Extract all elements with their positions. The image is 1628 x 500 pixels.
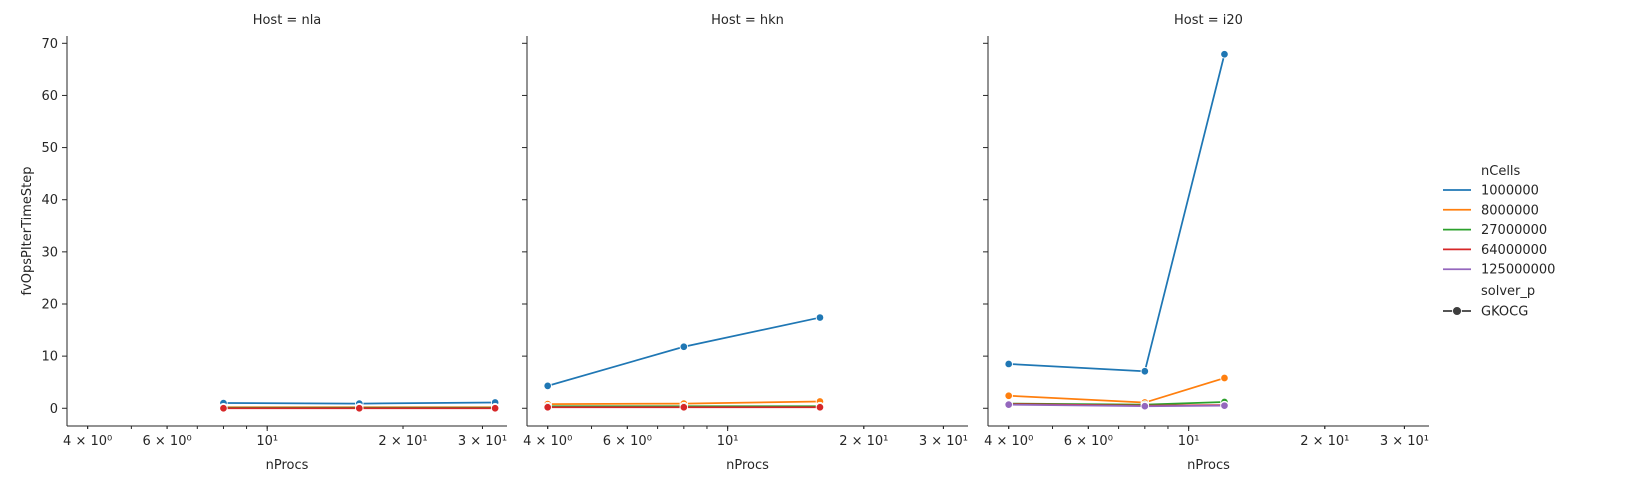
series-1000000 <box>1004 49 1229 376</box>
data-point <box>1004 400 1013 409</box>
data-point <box>355 404 364 413</box>
x-tick-label: 10¹ <box>256 434 278 449</box>
data-point <box>543 381 552 391</box>
data-point <box>1140 401 1150 411</box>
legend-entry: 125000000 <box>1481 263 1555 278</box>
y-tick-label: 30 <box>41 245 58 260</box>
legend-hue-title: nCells <box>1481 164 1521 179</box>
legend-style-entry: GKOCG <box>1481 305 1528 320</box>
x-tick-label: 10¹ <box>717 434 739 449</box>
data-point <box>1140 367 1150 376</box>
x-tick-label: 3 × 10¹ <box>919 434 968 449</box>
x-tick-label: 6 × 10⁰ <box>143 434 192 449</box>
legend-style-marker <box>1452 306 1462 316</box>
x-tick-label: 4 × 10⁰ <box>984 434 1033 449</box>
y-tick-label: 50 <box>41 141 58 156</box>
series-64000000 <box>543 402 825 412</box>
x-tick-label: 4 × 10⁰ <box>63 434 112 449</box>
panel-title: Host = hkn <box>711 13 784 28</box>
series-line <box>547 316 821 387</box>
series-64000000 <box>219 404 500 413</box>
legend-entry: 64000000 <box>1481 243 1547 258</box>
x-tick-label: 2 × 10¹ <box>378 434 427 449</box>
y-tick-label: 20 <box>41 297 58 312</box>
panel-nla: Host = nla 0 10 20 30 40 50 60 70 4 × 10⁰ 6 × 10⁰ 1… <box>41 13 507 473</box>
series-8000000 <box>1004 373 1229 407</box>
legend-style-title: solver_p <box>1481 284 1535 299</box>
y-tick-label: 0 <box>50 402 58 417</box>
y-tick-label: 60 <box>41 89 58 104</box>
data-point <box>679 402 689 412</box>
panel-title: Host = nla <box>253 13 322 28</box>
series-27000000 <box>1004 397 1229 409</box>
y-axis-label: fvOpsPIterTimeStep <box>20 166 35 295</box>
data-point <box>219 404 228 413</box>
x-tick-label: 10¹ <box>1178 434 1200 449</box>
x-tick-label: 2 × 10¹ <box>1300 434 1349 449</box>
x-axis-label: nProcs <box>726 458 769 473</box>
data-point <box>490 404 500 413</box>
data-point <box>679 342 689 351</box>
data-point <box>1004 391 1013 401</box>
x-axis-label: nProcs <box>1187 458 1230 473</box>
x-tick-label: 2 × 10¹ <box>839 434 888 449</box>
data-point <box>543 402 552 412</box>
legend-entry: 1000000 <box>1481 184 1539 199</box>
data-point <box>1004 359 1013 369</box>
data-point <box>1220 401 1229 410</box>
panel-title: Host = i20 <box>1174 13 1243 28</box>
y-tick-label: 40 <box>41 193 58 208</box>
panel-i20: Host = i20 4 × 10⁰ 6 × 10⁰ 10¹ 2 × 10¹ 3 × 10… <box>983 13 1429 473</box>
series-line <box>1008 54 1226 373</box>
data-point <box>815 313 825 322</box>
x-axis-label: nProcs <box>266 458 309 473</box>
series-line <box>1008 377 1225 404</box>
panel-hkn: Host = hkn 4 × 10⁰ 6 × 10⁰ 10¹ 2 × 10¹ 3 × 10… <box>522 13 968 473</box>
y-tick-label: 70 <box>41 37 58 52</box>
series-125000000 <box>1004 400 1229 411</box>
x-tick-label: 4 × 10⁰ <box>523 434 572 449</box>
x-tick-label: 3 × 10¹ <box>1380 434 1429 449</box>
y-tick-label: 10 <box>41 350 58 365</box>
x-tick-label: 6 × 10⁰ <box>1064 434 1113 449</box>
legend-entry: 8000000 <box>1481 203 1539 218</box>
data-point <box>815 402 825 412</box>
x-tick-label: 6 × 10⁰ <box>603 434 652 449</box>
series-1000000 <box>543 313 825 391</box>
data-point <box>1220 49 1229 59</box>
legend-entry: 27000000 <box>1481 223 1547 238</box>
data-point <box>1220 373 1229 383</box>
x-tick-label: 3 × 10¹ <box>458 434 507 449</box>
legend: nCells 1000000 8000000 27000000 64000000 1250… <box>1443 164 1555 320</box>
